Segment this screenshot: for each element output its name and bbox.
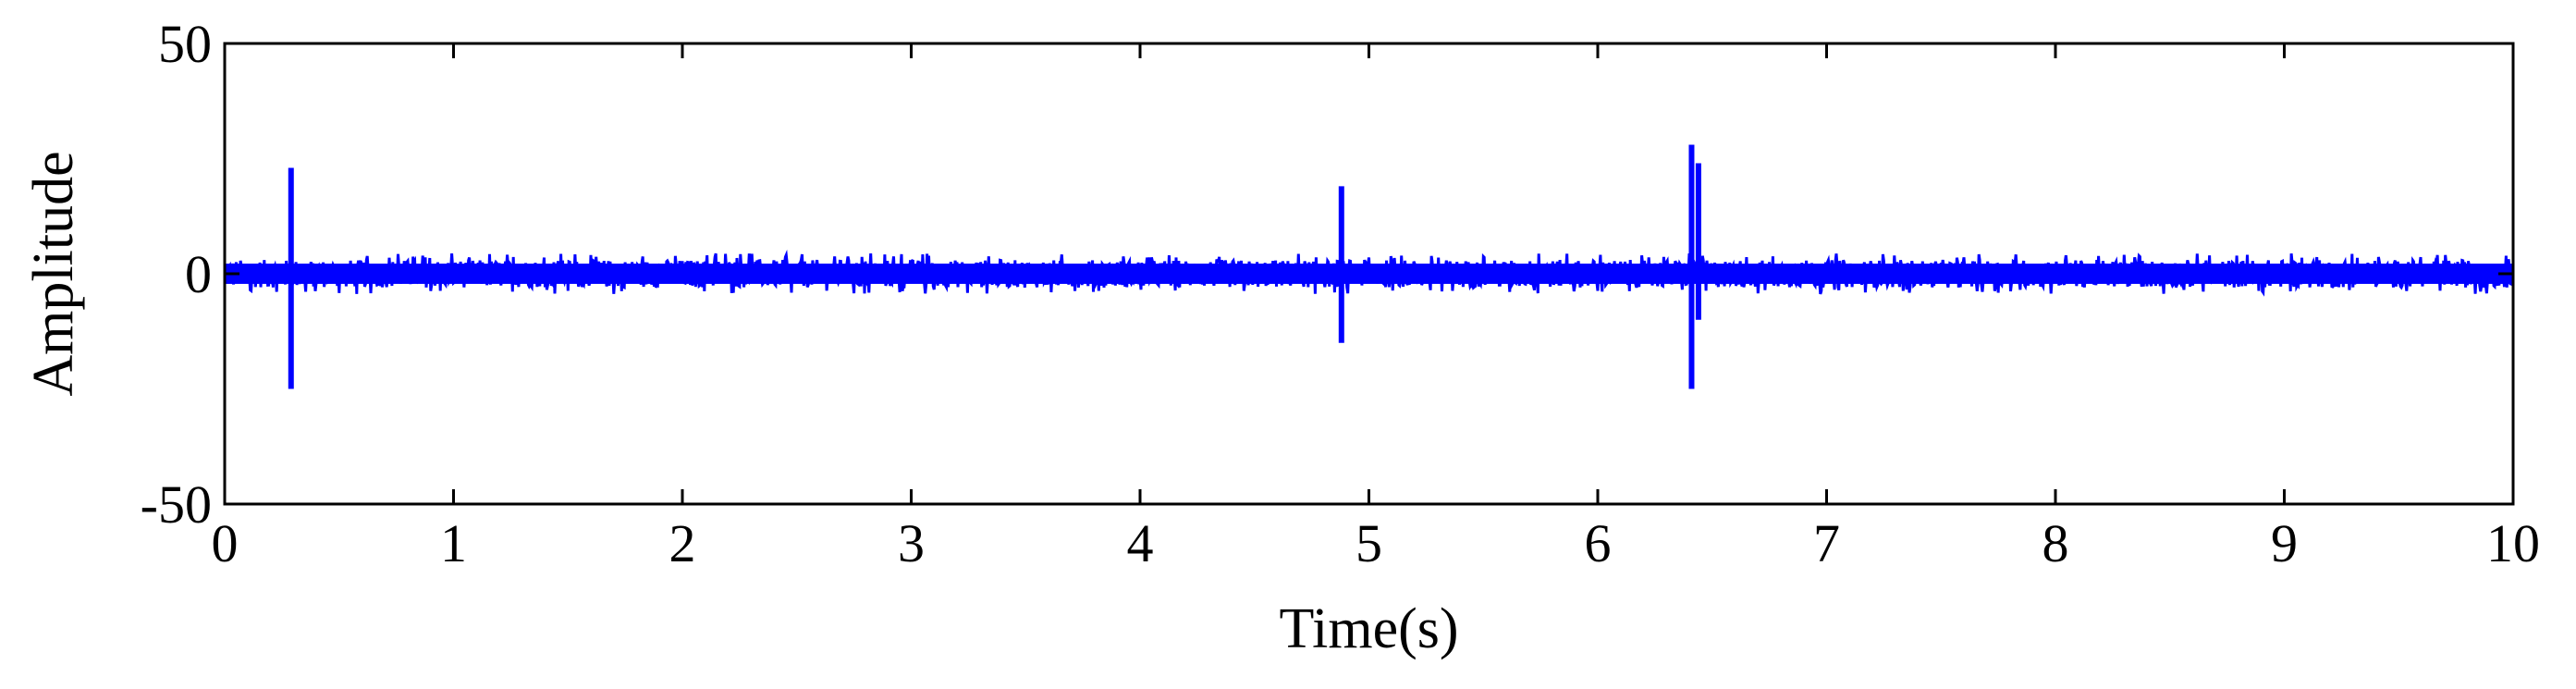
x-tick-label: 0 bbox=[212, 513, 239, 573]
x-tick-label: 10 bbox=[2486, 513, 2540, 573]
x-tick-label: 6 bbox=[1585, 513, 1612, 573]
y-tick-label: 50 bbox=[158, 14, 212, 74]
x-tick-label: 2 bbox=[669, 513, 696, 573]
x-tick-label: 5 bbox=[1355, 513, 1382, 573]
x-tick-label: 4 bbox=[1127, 513, 1154, 573]
signal-noise-core bbox=[225, 264, 2513, 284]
x-axis-ticks: 0 1 2 3 4 5 6 7 8 9 10 bbox=[212, 43, 2540, 573]
x-tick-label: 1 bbox=[440, 513, 467, 573]
signal-series bbox=[224, 144, 2514, 389]
x-tick-label: 8 bbox=[2042, 513, 2069, 573]
y-tick-label: -50 bbox=[141, 474, 212, 535]
x-tick-label: 3 bbox=[898, 513, 925, 573]
y-axis-ticks: 50 0 -50 bbox=[141, 14, 2513, 535]
x-tick-label: 9 bbox=[2271, 513, 2298, 573]
y-axis-label: Amplitude bbox=[22, 151, 85, 396]
x-axis-label: Time(s) bbox=[1279, 597, 1458, 660]
x-tick-label: 7 bbox=[1813, 513, 1840, 573]
y-tick-label: 0 bbox=[185, 244, 212, 304]
